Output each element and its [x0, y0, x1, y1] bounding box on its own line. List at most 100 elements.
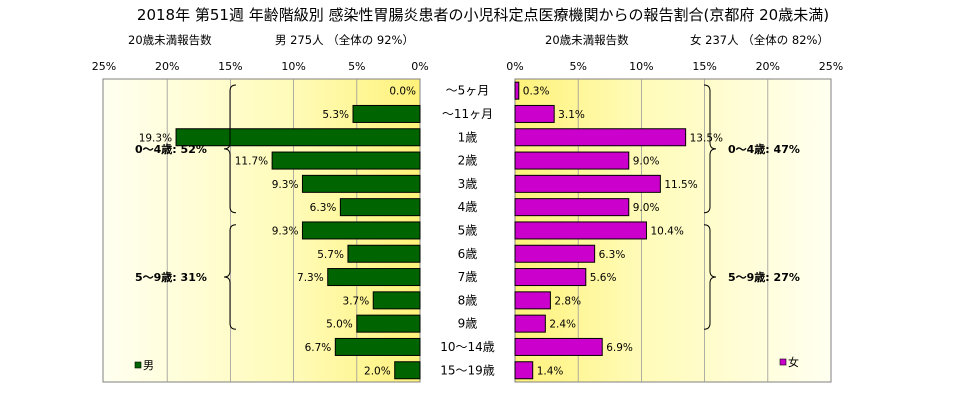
- left-value-label: 6.7%: [305, 342, 332, 354]
- left-group-label: 0～4歳: 52%: [135, 142, 207, 156]
- left-tick-label: 0%: [411, 60, 428, 73]
- left-bar: [301, 221, 421, 240]
- right-tick-label: 25%: [819, 60, 843, 73]
- right-value-label: 5.6%: [590, 272, 617, 284]
- right-bar: [514, 314, 546, 333]
- age-label: 8歳: [458, 293, 478, 307]
- left-tick-label: 15%: [218, 60, 242, 73]
- left-bar: [347, 244, 421, 263]
- left-value-label: 11.7%: [235, 156, 268, 168]
- right-bar: [514, 198, 630, 217]
- right-value-label: 9.0%: [633, 156, 660, 168]
- left-value-label: 3.7%: [343, 295, 370, 307]
- left-header-count-label: 20歳未満報告数: [128, 33, 212, 47]
- right-value-labels: 0.3% 3.1% 13.5% 9.0% 11.5% 9.0% 10.4% 6.3% 5.6% 2…: [523, 86, 723, 378]
- left-value-label: 5.7%: [317, 249, 344, 261]
- right-tick-label: 20%: [756, 60, 780, 73]
- right-value-label: 0.3%: [523, 86, 550, 98]
- right-value-label: 6.3%: [599, 249, 626, 261]
- age-label: 15～19歳: [440, 363, 495, 377]
- right-value-label: 13.5%: [690, 132, 723, 144]
- right-bar: [514, 104, 555, 123]
- right-header-count-label: 20歳未満報告数: [545, 33, 629, 47]
- left-bar: [394, 361, 421, 380]
- left-tick-label: 25%: [92, 60, 116, 73]
- right-legend: 女: [779, 355, 799, 369]
- age-label: 5歳: [458, 223, 478, 237]
- left-value-label: 0.0%: [389, 86, 416, 98]
- right-bar: [514, 361, 534, 380]
- left-axis-ticks: 25% 20% 15% 10% 5% 0%: [92, 60, 429, 73]
- right-header-summary: 女 237人 （全体の 82%）: [690, 33, 829, 47]
- left-value-label: 5.0%: [326, 319, 353, 331]
- age-label: 3歳: [458, 177, 478, 191]
- right-value-label: 10.4%: [650, 225, 683, 237]
- right-tick-label: 0%: [506, 60, 523, 73]
- age-label: 9歳: [458, 317, 478, 331]
- right-tick-label: 10%: [629, 60, 653, 73]
- right-value-label: 2.8%: [554, 295, 581, 307]
- left-bar: [327, 268, 421, 287]
- left-value-label: 5.3%: [322, 109, 349, 121]
- age-label: 4歳: [458, 200, 478, 214]
- left-legend: 男: [134, 359, 154, 372]
- right-legend-swatch: [779, 358, 787, 366]
- age-category-labels: ～5ヶ月 ～11ヶ月 1歳 2歳 3歳 4歳 5歳 6歳 7歳 8歳 9歳 10～14歳 15～19歳: [440, 84, 495, 378]
- right-group-braces: 0～4歳: 47% 5～9歳: 27%: [703, 84, 800, 330]
- right-bar: [514, 244, 596, 263]
- left-bar: [271, 151, 421, 170]
- right-value-label: 3.1%: [558, 109, 585, 121]
- left-bars: [175, 104, 421, 380]
- right-legend-label: 女: [788, 355, 799, 369]
- right-value-label: 6.9%: [606, 342, 633, 354]
- left-legend-swatch: [134, 361, 142, 369]
- left-legend-label: 男: [143, 359, 154, 372]
- left-value-labels: 0.0% 5.3% 19.3% 11.7% 9.3% 6.3% 9.3% 5.7% 7.3% 3.…: [139, 86, 416, 378]
- left-header-summary: 男 275人 （全体の 92%）: [275, 33, 414, 47]
- left-value-label: 7.3%: [297, 272, 324, 284]
- group-brace: [223, 224, 237, 330]
- right-value-label: 11.5%: [664, 179, 697, 191]
- right-group-label: 5～9歳: 27%: [728, 270, 800, 284]
- left-group-braces: 0～4歳: 52% 5～9歳: 31%: [135, 84, 237, 330]
- left-tick-label: 20%: [155, 60, 179, 73]
- right-bar: [514, 128, 687, 147]
- left-tick-label: 5%: [348, 60, 365, 73]
- right-value-label: 2.4%: [549, 319, 576, 331]
- left-panel-header: 20歳未満報告数 男 275人 （全体の 92%）: [128, 33, 414, 47]
- right-axis-ticks: 0% 5% 10% 15% 20% 25%: [506, 60, 843, 73]
- group-brace: [703, 224, 717, 330]
- right-group-label: 0～4歳: 47%: [728, 142, 800, 156]
- age-label: ～11ヶ月: [442, 107, 493, 121]
- left-value-label: 6.3%: [310, 202, 337, 214]
- left-value-label: 2.0%: [364, 365, 391, 377]
- group-brace: [703, 84, 717, 214]
- right-bar: [514, 81, 520, 100]
- age-label: 6歳: [458, 247, 478, 261]
- age-label: 10～14歳: [440, 340, 495, 354]
- left-tick-label: 10%: [281, 60, 305, 73]
- right-value-label: 1.4%: [537, 365, 564, 377]
- left-value-label: 9.3%: [272, 225, 299, 237]
- right-bar: [514, 268, 587, 287]
- right-bar: [514, 291, 551, 310]
- left-value-label: 9.3%: [272, 179, 299, 191]
- right-value-label: 9.0%: [633, 202, 660, 214]
- left-bar: [334, 337, 421, 356]
- left-bar: [175, 128, 421, 147]
- chart-title: 2018年 第51週 年齢階級別 感染性胃腸炎患者の小児科定点医療機関からの報告…: [137, 6, 829, 24]
- right-bar: [514, 151, 630, 170]
- left-group-label: 5～9歳: 31%: [135, 270, 207, 284]
- left-value-label: 19.3%: [139, 132, 172, 144]
- right-panel-header: 20歳未満報告数 女 237人 （全体の 82%）: [545, 33, 829, 47]
- left-bar: [352, 104, 421, 123]
- left-bar: [301, 174, 421, 193]
- right-bar: [514, 337, 603, 356]
- right-tick-label: 15%: [692, 60, 716, 73]
- right-bars: [514, 81, 687, 380]
- group-brace: [223, 84, 237, 214]
- right-bar: [514, 174, 661, 193]
- age-label: ～5ヶ月: [446, 84, 490, 98]
- left-bar: [339, 198, 421, 217]
